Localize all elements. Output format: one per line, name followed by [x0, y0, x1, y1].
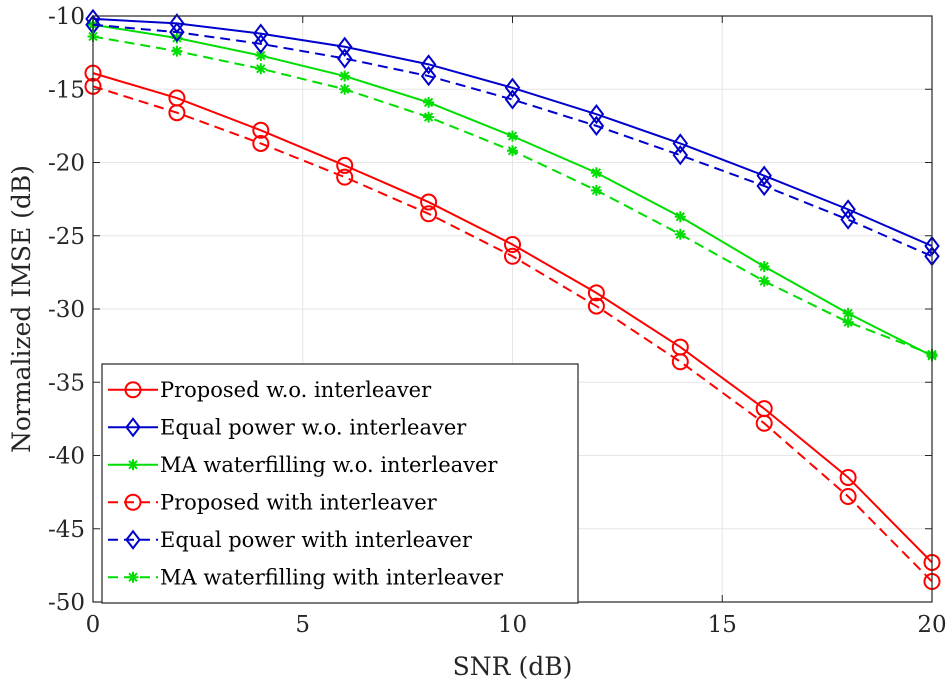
data-point — [507, 145, 518, 157]
x-tick-label: 10 — [498, 612, 527, 638]
series-line — [92, 23, 933, 258]
data-point — [587, 284, 605, 302]
data-point — [590, 167, 602, 179]
data-point — [253, 33, 269, 54]
y-tick-label: -50 — [48, 590, 85, 616]
data-point — [672, 145, 689, 166]
x-tick-label: 20 — [917, 612, 946, 638]
data-point — [674, 228, 686, 240]
data-point — [504, 89, 521, 110]
y-tick-label: -35 — [48, 370, 85, 396]
data-point — [755, 414, 773, 432]
data-point — [339, 83, 351, 95]
data-point — [671, 353, 689, 371]
legend-box — [101, 363, 579, 604]
data-point — [588, 104, 605, 125]
data-point — [758, 275, 770, 287]
data-point — [504, 236, 521, 254]
y-tick-label: -20 — [48, 151, 85, 177]
legend-label: Proposed with interleaver — [160, 490, 438, 514]
legend: Proposed w.o. interleaver Equal power w.o… — [101, 363, 579, 604]
y-tick-label: -10 — [48, 4, 85, 30]
data-point — [420, 193, 438, 211]
data-point — [839, 468, 857, 486]
series-line — [92, 17, 933, 247]
data-point — [255, 63, 267, 75]
data-point — [504, 247, 521, 265]
x-axis-label: SNR (dB) — [453, 652, 573, 681]
legend-marker — [127, 459, 139, 471]
data-point — [336, 168, 354, 186]
legend-label: MA waterfilling with interleaver — [160, 565, 504, 589]
x-tick-label: 0 — [86, 612, 101, 638]
data-point — [339, 70, 351, 82]
data-point — [336, 48, 353, 69]
legend-item: Proposed w.o. interleaver — [108, 378, 432, 402]
data-point — [169, 21, 185, 43]
data-point — [840, 209, 856, 230]
series-line — [92, 72, 933, 564]
data-point — [171, 45, 183, 57]
data-point — [840, 199, 856, 220]
data-point — [423, 111, 435, 123]
axis-ticks: 0 5 10 15 20 -10 -15 -20 -25 -30 -35 -40 -45 -50 — [48, 4, 947, 638]
data-point — [420, 65, 437, 87]
data-point — [842, 307, 854, 319]
x-tick-label: 15 — [708, 612, 737, 638]
data-point — [253, 23, 269, 44]
data-point — [842, 316, 854, 328]
data-point — [252, 121, 270, 139]
legend-label: Proposed w.o. interleaver — [160, 378, 432, 402]
y-tick-label: -45 — [48, 517, 85, 543]
y-tick-label: -15 — [48, 77, 85, 103]
legend-item: Proposed with interleaver — [108, 490, 438, 514]
data-point — [590, 184, 602, 196]
legend-item: Equal power with interleaver — [108, 528, 473, 552]
legend-item: MA waterfilling with interleaver — [108, 565, 504, 589]
data-point — [255, 50, 267, 62]
data-point — [587, 297, 605, 315]
data-point — [672, 133, 689, 154]
legend-label: Equal power with interleaver — [160, 528, 473, 552]
data-point — [588, 115, 605, 137]
data-point — [674, 211, 686, 223]
legend-marker — [124, 493, 142, 511]
data-point — [420, 54, 437, 75]
legend-marker — [124, 381, 142, 399]
x-tick-label: 5 — [295, 612, 310, 638]
y-axis-label: Normalized IMSE (dB) — [7, 165, 36, 453]
data-point — [756, 175, 772, 197]
data-point — [420, 205, 438, 223]
data-point — [336, 36, 353, 57]
data-point — [756, 165, 772, 186]
series-line — [92, 85, 933, 583]
legend-item: Equal power w.o. interleaver — [108, 415, 467, 439]
data-point — [171, 32, 183, 44]
data-point — [336, 156, 354, 174]
data-point — [839, 488, 857, 506]
legend-label: Equal power w.o. interleaver — [160, 415, 467, 439]
data-point — [758, 261, 770, 273]
legend-marker — [125, 417, 141, 438]
legend-item: MA waterfilling w.o. interleaver — [108, 453, 498, 477]
y-tick-label: -30 — [48, 297, 85, 323]
legend-label: MA waterfilling w.o. interleaver — [160, 453, 498, 477]
data-point — [504, 77, 521, 98]
legend-marker — [125, 529, 141, 550]
data-point — [252, 134, 270, 152]
y-tick-label: -25 — [48, 224, 85, 250]
data-point — [168, 104, 186, 122]
data-point — [423, 96, 435, 108]
legend-marker — [127, 571, 139, 583]
y-tick-label: -40 — [48, 444, 85, 470]
series-layer — [84, 8, 941, 590]
data-point — [507, 130, 518, 142]
